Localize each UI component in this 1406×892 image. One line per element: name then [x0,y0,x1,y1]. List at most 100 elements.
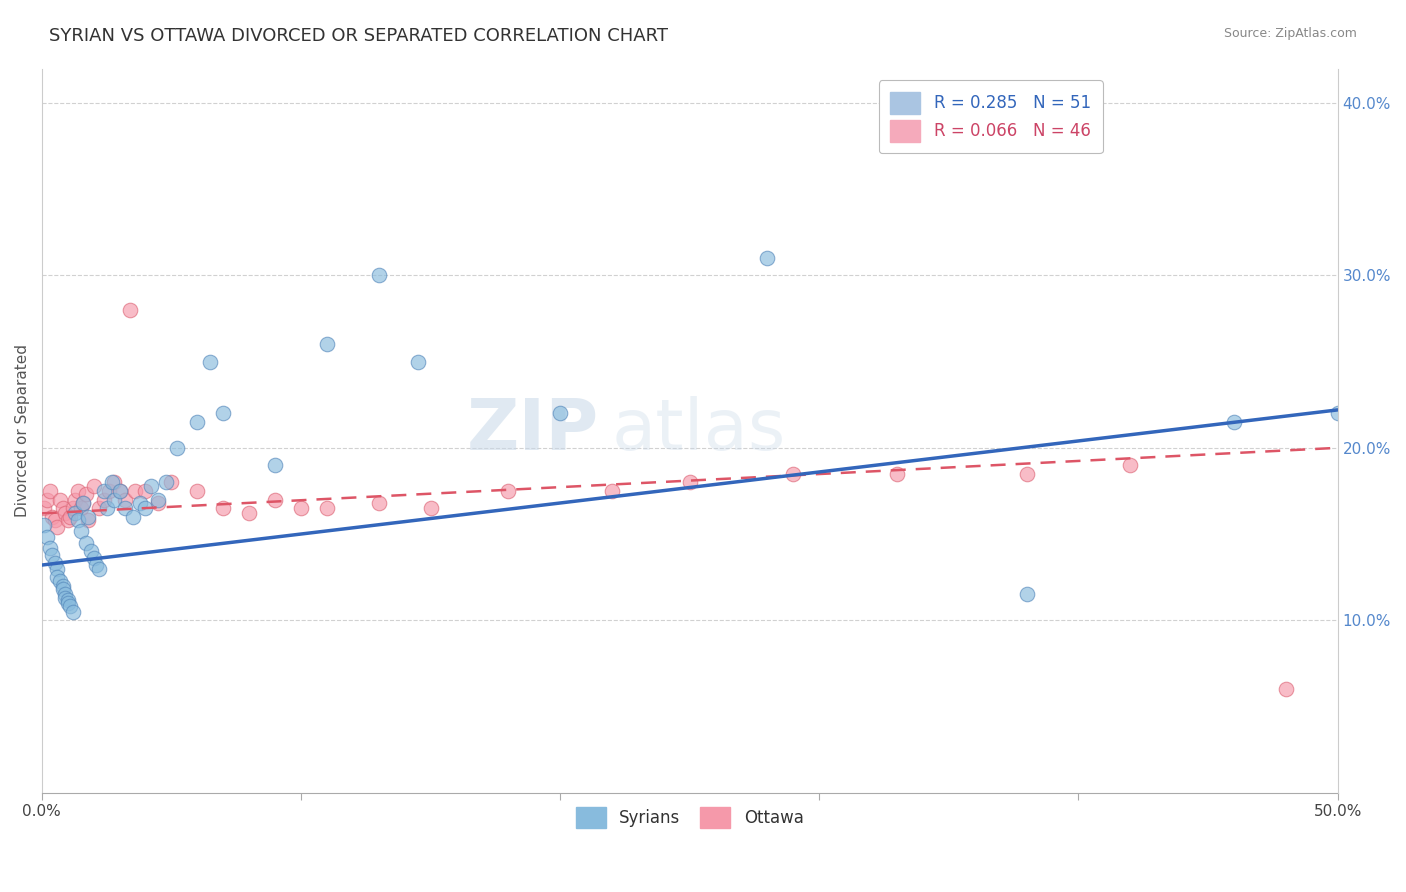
Point [886,467,908,481]
Point [166,441,188,455]
Point [96,501,118,516]
Point [51,501,73,516]
Point [51,579,73,593]
Point [406,354,429,368]
Point [114,492,136,507]
Point [1275,682,1298,697]
Point [121,509,143,524]
Point [93,492,115,507]
Point [49,492,72,507]
Point [756,251,779,265]
Text: ZIP: ZIP [467,396,599,465]
Text: atlas: atlas [612,396,786,465]
Point [75,487,97,501]
Point [38,483,60,498]
Point [315,501,337,516]
Point [65,506,87,520]
Point [53,591,76,605]
Point [62,501,84,516]
Point [1015,587,1038,601]
Point [264,492,287,507]
Point [129,496,152,510]
Point [108,483,131,498]
Point [53,506,76,520]
Point [367,496,389,510]
Point [148,492,170,507]
Point [75,535,97,549]
Point [38,541,60,555]
Point [62,605,84,619]
Point [367,268,389,283]
Point [67,483,90,498]
Point [139,479,162,493]
Point [315,337,337,351]
Text: Source: ZipAtlas.com: Source: ZipAtlas.com [1223,27,1357,40]
Point [83,551,105,566]
Point [134,483,156,498]
Point [49,574,72,588]
Point [1326,406,1348,420]
Point [600,483,623,498]
Point [56,592,79,607]
Point [35,531,58,545]
Point [186,483,208,498]
Point [77,509,100,524]
Legend: Syrians, Ottawa: Syrians, Ottawa [569,800,810,835]
Point [114,501,136,516]
Point [238,506,260,520]
Point [80,544,103,558]
Point [87,501,110,516]
Point [46,520,69,534]
Point [46,570,69,584]
Point [77,513,100,527]
Point [53,587,76,601]
Point [41,548,63,562]
Point [67,513,90,527]
Point [84,558,107,572]
Point [148,496,170,510]
Point [1119,458,1142,472]
Point [34,518,56,533]
Point [93,483,115,498]
Y-axis label: Divorced or Separated: Divorced or Separated [15,344,30,517]
Point [679,475,702,490]
Point [72,496,94,510]
Point [1223,415,1246,429]
Point [782,467,804,481]
Point [186,415,208,429]
Point [103,475,125,490]
Point [264,458,287,472]
Text: SYRIAN VS OTTAWA DIVORCED OR SEPARATED CORRELATION CHART: SYRIAN VS OTTAWA DIVORCED OR SEPARATED C… [49,27,668,45]
Point [46,561,69,575]
Point [44,557,66,571]
Point [160,475,183,490]
Point [65,492,87,507]
Point [498,483,520,498]
Point [83,479,105,493]
Point [51,582,73,597]
Point [44,513,66,527]
Point [69,501,91,516]
Point [35,492,58,507]
Point [1015,467,1038,481]
Point [34,501,56,516]
Point [548,406,571,420]
Point [290,501,312,516]
Point [118,302,141,317]
Point [56,596,79,610]
Point [419,501,441,516]
Point [69,524,91,538]
Point [108,483,131,498]
Point [212,501,235,516]
Point [59,599,82,614]
Point [134,501,156,516]
Point [200,354,222,368]
Point [56,513,79,527]
Point [103,492,125,507]
Point [124,483,146,498]
Point [41,509,63,524]
Point [101,475,124,490]
Point [98,483,121,498]
Point [72,496,94,510]
Point [212,406,235,420]
